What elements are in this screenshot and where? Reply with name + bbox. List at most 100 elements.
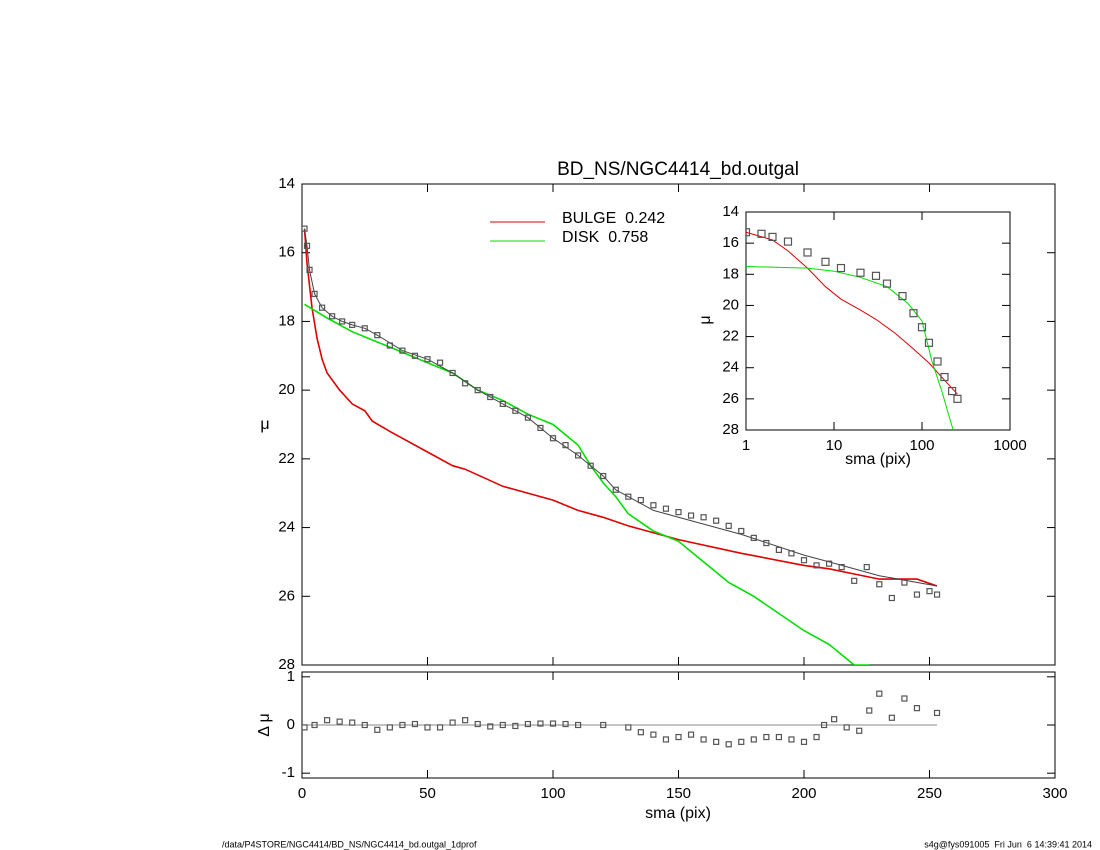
data-point bbox=[700, 736, 707, 743]
x-tick-label: 1 bbox=[742, 437, 750, 454]
data-point bbox=[866, 707, 873, 714]
data-point bbox=[637, 496, 644, 504]
plot-frame bbox=[745, 211, 1011, 431]
y-tick-label: 20 bbox=[278, 381, 295, 398]
plot-area bbox=[302, 690, 941, 748]
data-point bbox=[436, 359, 444, 366]
y-tick-label: 0 bbox=[287, 716, 295, 733]
x-tick-label: 0 bbox=[298, 785, 306, 802]
data-point bbox=[339, 318, 346, 325]
data-point bbox=[924, 338, 934, 347]
x-tick-label: 1000 bbox=[993, 437, 1026, 454]
data-point bbox=[746, 228, 751, 237]
data-point bbox=[374, 332, 381, 339]
data-point bbox=[562, 720, 569, 728]
x-tick-label: 150 bbox=[666, 785, 691, 802]
data-point bbox=[487, 393, 494, 401]
data-point bbox=[940, 372, 949, 382]
plot-area bbox=[302, 225, 941, 665]
data-point bbox=[800, 557, 808, 564]
data-point bbox=[662, 505, 670, 512]
model-line bbox=[303, 228, 938, 587]
data-point bbox=[803, 248, 812, 257]
y-tick-label: 22 bbox=[722, 328, 739, 345]
data-point bbox=[843, 724, 850, 731]
data-point bbox=[449, 369, 456, 377]
data-point bbox=[650, 502, 657, 509]
data-point bbox=[856, 727, 863, 734]
data-point bbox=[788, 550, 795, 557]
y-axis-label: μ bbox=[260, 416, 269, 433]
data-point bbox=[549, 720, 557, 727]
x-tick-label: 100 bbox=[540, 785, 565, 802]
data-point bbox=[386, 342, 393, 349]
data-point bbox=[800, 738, 808, 745]
y-tick-label: 24 bbox=[722, 359, 739, 376]
data-point bbox=[863, 563, 870, 571]
data-point bbox=[933, 709, 941, 717]
data-point bbox=[512, 407, 519, 414]
data-point bbox=[871, 271, 881, 280]
data-point bbox=[399, 347, 406, 354]
data-point bbox=[775, 546, 783, 554]
model-line bbox=[304, 303, 870, 665]
y-tick-label: 28 bbox=[278, 656, 295, 673]
data-point bbox=[361, 325, 368, 332]
data-point bbox=[411, 720, 419, 728]
data-point bbox=[813, 562, 820, 569]
y-tick-label: 22 bbox=[278, 450, 295, 467]
data-point bbox=[462, 717, 469, 724]
plot-area bbox=[746, 228, 962, 430]
y-tick-label: 26 bbox=[278, 587, 295, 604]
data-point bbox=[574, 452, 582, 459]
data-point bbox=[349, 321, 356, 328]
data-point bbox=[524, 414, 532, 421]
data-point bbox=[600, 472, 607, 480]
data-point bbox=[336, 718, 343, 725]
data-point bbox=[424, 356, 431, 363]
data-point bbox=[898, 291, 907, 301]
data-point bbox=[306, 266, 313, 273]
data-point bbox=[913, 591, 921, 598]
data-point bbox=[549, 435, 557, 442]
y-tick-label: 24 bbox=[278, 519, 295, 536]
data-point bbox=[675, 733, 682, 741]
data-point bbox=[926, 588, 933, 595]
data-point bbox=[953, 394, 962, 403]
y-tick-label: 18 bbox=[278, 312, 295, 329]
data-point bbox=[349, 719, 356, 726]
x-tick-label: 200 bbox=[791, 785, 816, 802]
footer-right: s4g@fys091005 Fri Jun 6 14:39:41 2014 bbox=[924, 839, 1092, 849]
data-point bbox=[713, 517, 720, 524]
data-point bbox=[917, 323, 927, 332]
data-point bbox=[783, 237, 793, 246]
data-point bbox=[775, 733, 783, 741]
plot-frame bbox=[301, 183, 1056, 666]
data-point bbox=[788, 736, 795, 743]
data-point bbox=[763, 733, 770, 741]
data-point bbox=[311, 721, 318, 729]
data-point bbox=[302, 724, 308, 731]
data-point bbox=[825, 560, 833, 567]
data-point bbox=[600, 721, 607, 729]
data-point bbox=[499, 721, 506, 729]
data-point bbox=[424, 724, 431, 731]
data-point bbox=[738, 527, 745, 535]
data-point bbox=[537, 424, 544, 432]
data-point bbox=[311, 290, 318, 298]
data-point bbox=[302, 225, 308, 232]
residual-y-label: Δ μ bbox=[256, 713, 273, 736]
y-tick-label: 16 bbox=[722, 234, 739, 251]
data-point bbox=[768, 232, 777, 242]
model-line bbox=[746, 231, 958, 395]
data-point bbox=[687, 731, 695, 738]
data-point bbox=[675, 509, 682, 516]
data-point bbox=[474, 387, 481, 394]
data-point bbox=[851, 577, 858, 584]
data-point bbox=[909, 309, 918, 318]
data-point bbox=[901, 579, 908, 586]
x-tick-label: 250 bbox=[917, 785, 942, 802]
data-point bbox=[625, 724, 632, 731]
data-point bbox=[687, 512, 695, 519]
